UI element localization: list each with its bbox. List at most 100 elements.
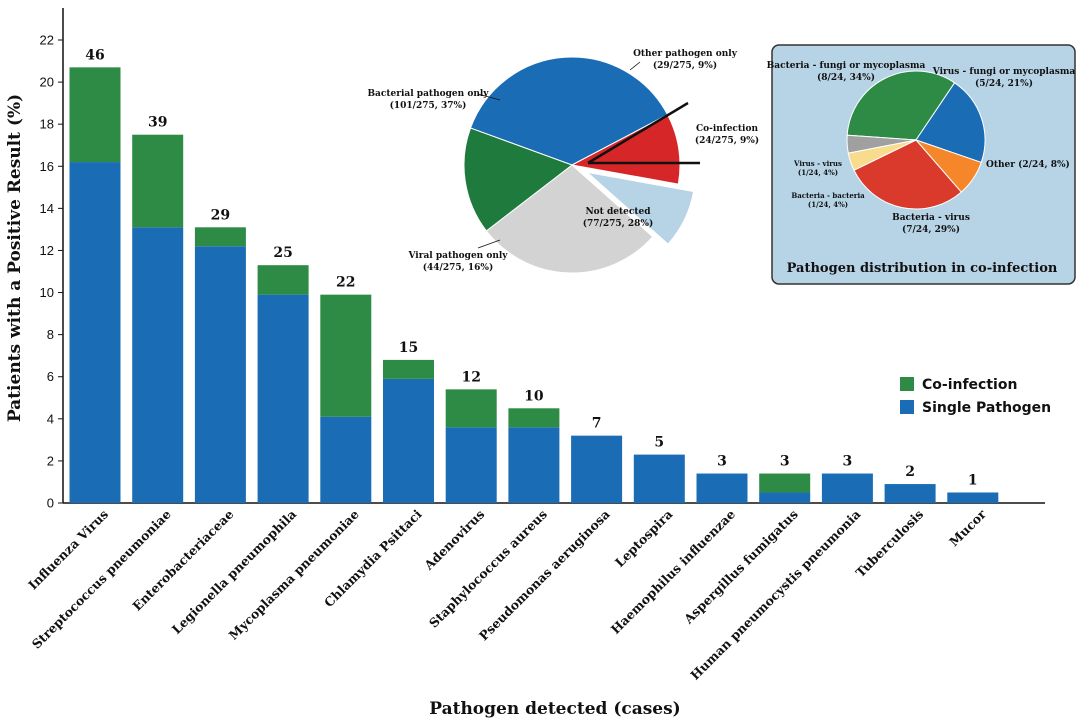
bar-single-influenza-virus	[69, 162, 121, 503]
y-tick-label: 8	[47, 327, 54, 342]
pie-label-bacterial-value: (101/275, 37%)	[390, 100, 467, 111]
inset-label-bf-value: (8/24, 34%)	[817, 72, 875, 83]
inset-label-bb-value: (1/24, 4%)	[808, 200, 848, 209]
pie-leader-viral	[477, 239, 501, 249]
bar-coinfection-mycoplasma-pneumoniae	[320, 294, 372, 417]
pie-label-viral-value: (44/275, 16%)	[423, 262, 493, 273]
x-category-label: Leptospira	[612, 507, 676, 571]
main-pie-slice-co-infection	[585, 171, 695, 245]
x-category-label: Pseudomonas aeruginosa	[476, 507, 613, 644]
bar-single-legionella-pneumophila	[257, 294, 309, 503]
legend: Co-infection Single Pathogen	[900, 377, 1051, 416]
x-category-label: Legionella pneumophila	[169, 507, 299, 637]
inset-label-vf-name: Virus - fungi or mycoplasma	[932, 67, 1076, 77]
inset-label-bv-value: (7/24, 29%)	[902, 224, 960, 235]
pie-label-notdetected-name: Not detected	[585, 207, 651, 217]
bar-single-leptospira	[633, 454, 685, 503]
inset-pie-slice-virus-virus	[846, 134, 917, 154]
bar-total-label: 10	[524, 388, 544, 404]
bar-coinfection-legionella-pneumophila	[257, 265, 309, 295]
bar-coinfection-adenovirus	[445, 389, 497, 428]
x-category-label: Haemophilus influenzae	[608, 506, 738, 636]
bar-total-label: 22	[336, 275, 355, 291]
x-category-label: Mycoplasma pneumoniae	[226, 506, 362, 642]
bar-coinfection-enterobacteriaceae	[194, 227, 246, 247]
bar-single-adenovirus	[445, 427, 497, 503]
y-tick-label: 4	[47, 411, 54, 426]
pie-label-viral-name: Viral pathogen only	[407, 251, 508, 261]
inset-label-bv-name: Bacteria - virus	[892, 213, 970, 223]
bar-total-label: 7	[592, 416, 602, 432]
bar-total-label: 5	[654, 435, 664, 451]
x-category-label: Tuberculosis	[853, 507, 927, 581]
bar-single-aspergillus-fumigatus	[759, 492, 811, 503]
x-category-label: Staphylococcus aureus	[426, 507, 550, 631]
bar-total-label: 46	[85, 47, 104, 63]
y-tick-label: 18	[40, 117, 54, 132]
bar-total-label: 3	[717, 454, 727, 470]
y-tick-label: 20	[40, 75, 54, 90]
inset-title: Pathogen distribution in co-infection	[787, 261, 1058, 276]
bar-single-mucor	[947, 492, 999, 503]
pie-label-other-name: Other pathogen only	[633, 49, 738, 59]
legend-swatch-coinfection	[900, 377, 914, 391]
inset-pie-slice-bacteria-fungi-or-mycoplasma	[846, 70, 956, 141]
inset-label-vv-value: (1/24, 4%)	[798, 168, 838, 177]
y-tick-label: 0	[47, 496, 54, 511]
main-pie-slice-not-detected	[485, 164, 654, 274]
main-pie-slice-bacterial-pathogen-only	[469, 56, 669, 166]
bar-total-label: 25	[273, 245, 292, 261]
y-tick-label: 10	[40, 285, 54, 300]
bar-single-pseudomonas-aeruginosa	[571, 435, 623, 503]
bar-coinfection-chlamydia-psittaci	[383, 359, 434, 379]
main-pie-slice-viral-pathogen-only	[463, 127, 574, 232]
inset-pie-slice-virus-fungi-or-mycoplasma	[915, 82, 986, 164]
pie-label-coinfection-name: Co-infection	[696, 124, 759, 134]
inset-label-bf-name: Bacteria - fungi or mycoplasma	[767, 61, 926, 71]
x-category-label: Adenovirus	[420, 507, 487, 574]
bar-total-label: 12	[461, 369, 480, 385]
y-tick-label: 22	[40, 33, 54, 48]
pie-label-notdetected-value: (77/275, 28%)	[583, 218, 653, 229]
coinfection-inset-panel: Bacteria - fungi or mycoplasma (8/24, 34…	[767, 44, 1076, 285]
y-tick-label: 14	[40, 201, 54, 216]
y-axis-title: Patients with a Positive Result (%)	[5, 94, 25, 422]
bar-total-label: 39	[148, 115, 167, 131]
pie-leader-bacterial	[477, 93, 501, 101]
bar-single-enterobacteriaceae	[194, 246, 246, 503]
bar-single-chlamydia-psittaci	[383, 378, 434, 503]
bar-single-tuberculosis	[884, 484, 936, 503]
bar-total-label: 1	[968, 472, 978, 488]
bar-single-mycoplasma-pneumoniae	[320, 416, 372, 503]
y-tick-label: 6	[47, 369, 54, 384]
legend-label-single: Single Pathogen	[922, 400, 1051, 416]
co-infection-explode-outline	[587, 101, 700, 165]
bar-coinfection-staphylococcus-aureus	[508, 408, 560, 428]
inset-label-vf-value: (5/24, 21%)	[975, 78, 1033, 89]
inset-label-other: Other (2/24, 8%)	[986, 159, 1070, 170]
x-category-label: Aspergillus fumigatus	[680, 507, 801, 628]
bar-coinfection-aspergillus-fumigatus	[759, 473, 811, 493]
pie-leader-other	[629, 61, 641, 71]
x-axis-title: Pathogen detected (cases)	[429, 699, 680, 719]
bar-coinfection-streptococcus-pneumoniae	[132, 134, 184, 228]
bar-total-label: 3	[780, 454, 790, 470]
pie-label-other-value: (29/275, 9%)	[653, 60, 717, 71]
main-pie-chart: Bacterial pathogen only (101/275, 37%) O…	[367, 49, 759, 274]
bar-total-label: 3	[843, 454, 853, 470]
bar-single-streptococcus-pneumoniae	[132, 227, 184, 503]
bar-single-human-pneumocystis-pneumonia	[821, 473, 873, 503]
pie-label-bacterial-name: Bacterial pathogen only	[367, 89, 489, 99]
bar-single-staphylococcus-aureus	[508, 427, 560, 503]
pie-label-coinfection-value: (24/275, 9%)	[695, 135, 759, 146]
inset-label-bb-name: Bacteria - bacteria	[791, 191, 865, 200]
x-category-label: Enterobacteriaceae	[129, 506, 236, 613]
y-tick-label: 2	[47, 453, 54, 468]
bar-single-haemophilus-influenzae	[696, 473, 748, 503]
bar-total-label: 2	[905, 464, 915, 480]
legend-swatch-single	[900, 400, 914, 414]
bar-total-label: 15	[399, 340, 418, 356]
y-tick-label: 12	[40, 243, 54, 258]
legend-label-coinfection: Co-infection	[922, 377, 1017, 393]
